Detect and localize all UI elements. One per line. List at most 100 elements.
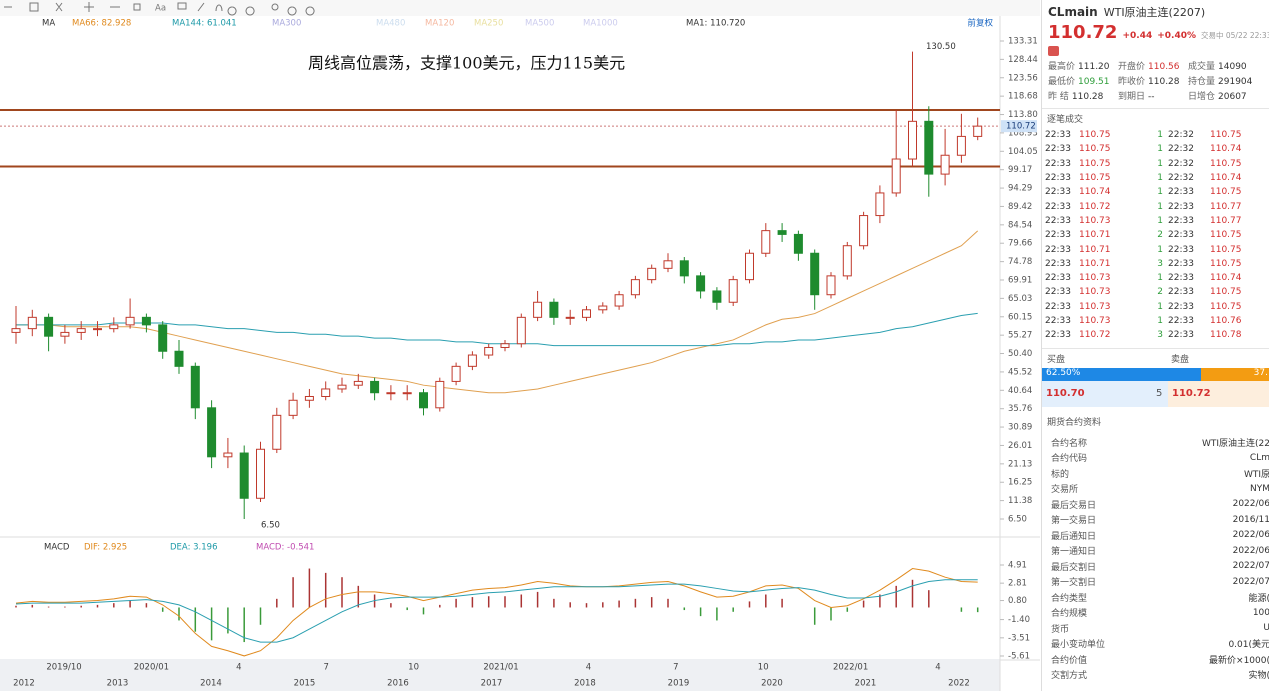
font-tool[interactable]: Aa [155, 4, 166, 14]
candle-body [761, 230, 771, 254]
year-label: 2018 [574, 679, 596, 689]
trade-cell: 22:32 [1168, 173, 1194, 184]
trade-row: 22:33 110.75 1 22:32 110.74 [1042, 142, 1269, 156]
candle-body [793, 233, 803, 254]
favorite-icon[interactable] [1048, 46, 1059, 56]
trade-cell: 22:33 [1045, 287, 1071, 298]
trade-cell: 110.75 [1079, 130, 1111, 141]
y-tick-label: 118.68 [1008, 92, 1038, 102]
stat-value: 111.20 [1078, 62, 1110, 72]
contract-row: 合约名称 WTI原油主连(22 [1042, 434, 1269, 450]
candle-body [549, 301, 559, 318]
trade-row: 22:33 110.73 1 22:33 110.77 [1042, 214, 1269, 228]
price-row: 110.72 +0.44 +0.40% 交易中 05/22 22:33 [1048, 22, 1269, 43]
y-tick-label: 123.56 [1008, 73, 1038, 83]
contract-value: 0.01(美元 [1228, 640, 1269, 651]
year-axis-bar [0, 675, 1000, 691]
ma-label[interactable]: MA1000 [583, 19, 618, 29]
contract-row: 第一交割日 2022/07 [1042, 574, 1269, 590]
candle-body [272, 414, 282, 450]
candle-body [712, 290, 722, 303]
trade-cell: 110.75 [1210, 187, 1242, 198]
stat-label: 持仓量 [1188, 77, 1216, 87]
trade-cell: 22:33 [1045, 215, 1071, 226]
chart-panel: Aa 周线高位震荡，支撑100美元，压力115美元 MA MA66: 82.928… [0, 0, 1040, 691]
contract-row: 合约价值 最新价×1000( [1042, 651, 1269, 667]
stat-label: 最高价 [1048, 62, 1076, 72]
candle-body [973, 125, 983, 137]
trade-cell: 22:33 [1045, 201, 1071, 212]
trade-cell: 22:33 [1168, 244, 1194, 255]
ma-label[interactable]: MA500 [525, 19, 554, 29]
trade-cell: 110.77 [1210, 201, 1242, 212]
trade-cell: 110.77 [1210, 215, 1242, 226]
year-label: 2020 [761, 679, 783, 689]
candle-body [696, 275, 706, 292]
stat: 到期日 -- [1118, 89, 1188, 102]
adjust-button[interactable]: 前复权 [967, 18, 993, 29]
trade-cell: 1 [1157, 144, 1163, 155]
y-tick-label: 4.91 [1008, 561, 1027, 571]
y-tick-label: 55.27 [1008, 331, 1032, 341]
trade-cell: 110.75 [1210, 287, 1242, 298]
y-tick-label: 45.52 [1008, 367, 1032, 377]
stat-label: 昨 结 [1048, 92, 1069, 102]
y-tick-label: 94.29 [1008, 184, 1032, 194]
candle-body [141, 316, 151, 326]
contract-key: 第一交割日 [1051, 578, 1097, 589]
candle-body [663, 260, 673, 269]
candle-body [76, 328, 86, 333]
contract-key: 交割方式 [1051, 671, 1088, 682]
trade-cell: 110.75 [1079, 158, 1111, 169]
trade-cell: 110.75 [1210, 301, 1242, 312]
macd-legend: MACD: -0.541 [256, 543, 314, 553]
ma-label[interactable]: MA480 [376, 19, 405, 29]
candle-body [908, 120, 917, 160]
ma-label[interactable]: MA300 [272, 19, 301, 29]
candle-body [484, 346, 494, 356]
contract-value: WTI原油主连(22 [1201, 438, 1269, 449]
ma-label[interactable]: MA144: 61.041 [172, 19, 237, 29]
trade-row: 22:33 110.74 1 22:33 110.75 [1042, 185, 1269, 199]
contract-key: 货币 [1051, 624, 1070, 635]
stat-label: 最低价 [1048, 77, 1076, 87]
stat-value: 110.56 [1148, 62, 1180, 72]
ma-label[interactable]: MA120 [425, 19, 454, 29]
trade-cell: 22:33 [1168, 230, 1194, 241]
candle-body [158, 324, 168, 352]
date-label: 2021/01 [483, 663, 518, 673]
stat: 最低价 109.51 [1048, 74, 1118, 87]
change-pct: +0.40% [1157, 31, 1196, 41]
trade-cell: 22:33 [1168, 258, 1194, 269]
trade-cell: 22:33 [1045, 258, 1071, 269]
trade-cell: 22:33 [1045, 244, 1071, 255]
trade-cell: 22:33 [1045, 330, 1071, 341]
date-label: 7 [673, 663, 678, 673]
contract-value: 2022/07 [1232, 561, 1269, 572]
ma-label[interactable]: MA250 [474, 19, 503, 29]
ma-label[interactable]: MA66: 82.928 [72, 19, 131, 29]
year-label: 2021 [855, 679, 877, 689]
buy-pct: 62.50% [1042, 368, 1201, 382]
contract-value: NYM [1250, 483, 1269, 494]
bid-vol: 5 [1156, 381, 1168, 408]
stat-value: -- [1148, 92, 1155, 102]
trade-cell: 22:33 [1168, 301, 1194, 312]
trade-cell: 110.71 [1079, 244, 1111, 255]
candle-body [451, 365, 461, 382]
trade-cell: 22:33 [1045, 187, 1071, 198]
y-tick-label: 128.44 [1008, 55, 1038, 65]
trade-cell: 110.75 [1210, 130, 1242, 141]
stat-value: 110.28 [1071, 92, 1104, 102]
candle-body [207, 407, 217, 458]
trade-cell: 22:33 [1045, 273, 1071, 284]
macd-title: MACD [44, 543, 70, 553]
trade-cell: 110.71 [1079, 230, 1111, 241]
ma-label[interactable]: MA1: 110.720 [686, 19, 745, 29]
trade-cell: 110.73 [1079, 301, 1111, 312]
buy-title: 买盘 [1047, 355, 1066, 366]
contract-key: 最后通知日 [1051, 531, 1097, 542]
toolbar-icons[interactable] [4, 2, 315, 16]
contract-row: 最后交割日 2022/07 [1042, 558, 1269, 574]
